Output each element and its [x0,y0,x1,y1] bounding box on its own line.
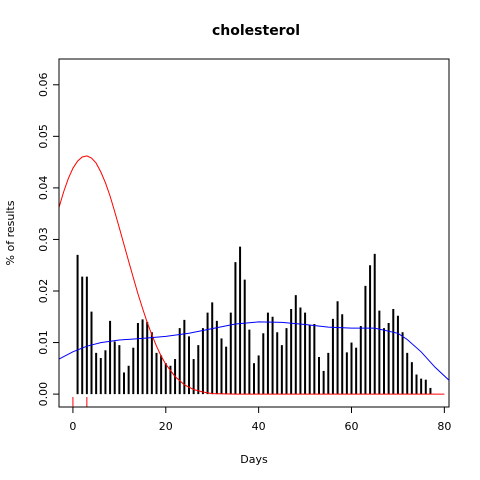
y-tick-label: 0.00 [37,382,50,407]
x-tick-label: 20 [159,420,173,433]
y-axis-label: % of results [4,200,17,265]
y-tick-label: 0.06 [37,73,50,98]
x-axis-label: Days [240,453,268,466]
y-tick-label: 0.04 [37,176,50,201]
rug-group [72,397,88,407]
y-tick-label: 0.01 [37,330,50,355]
x-tick-label: 0 [69,420,76,433]
chart-title: cholesterol [212,23,300,39]
x-axis: 0 20 40 60 80 [69,406,451,433]
y-tick-label: 0.02 [37,279,50,304]
plot-frame [58,58,450,408]
y-tick-label: 0.05 [37,124,50,149]
series-line-0 [59,155,445,395]
y-axis: 0.00 0.01 0.02 0.03 0.04 0.05 0.06 [37,73,60,407]
y-tick-label: 0.03 [37,227,50,252]
series-line-1 [59,321,449,381]
lines-group [59,155,449,395]
x-tick-label: 40 [252,420,266,433]
x-tick-label: 80 [437,420,451,433]
x-tick-label: 60 [345,420,359,433]
